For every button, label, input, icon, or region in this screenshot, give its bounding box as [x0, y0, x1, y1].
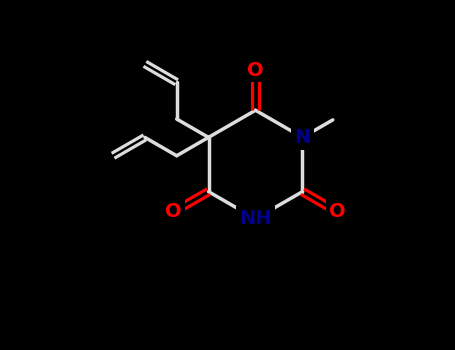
Text: O: O — [329, 202, 346, 221]
Text: O: O — [247, 61, 264, 79]
Text: NH: NH — [239, 209, 272, 228]
Text: O: O — [165, 202, 182, 221]
Text: N: N — [294, 128, 311, 147]
